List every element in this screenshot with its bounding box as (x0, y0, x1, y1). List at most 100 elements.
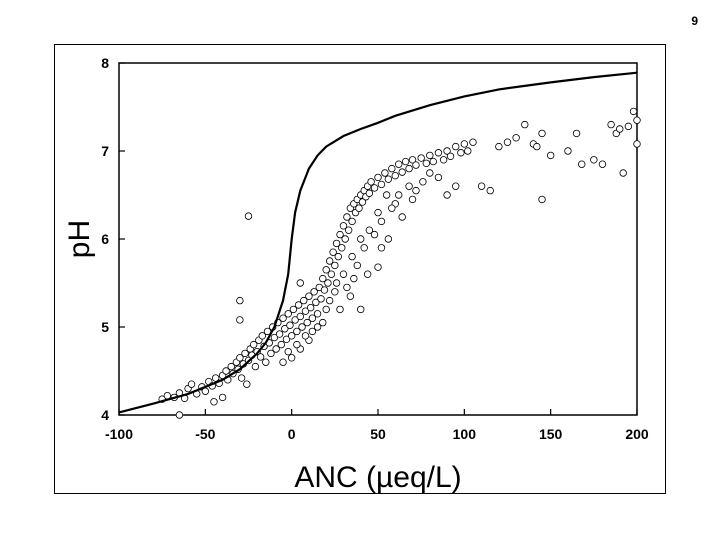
data-point (325, 296, 334, 305)
data-point (341, 235, 349, 243)
data-point (287, 332, 296, 340)
data-point (267, 349, 275, 358)
data-point (633, 116, 641, 124)
x-axis-title: ANC (µeq/L) (294, 461, 461, 493)
data-point (325, 257, 334, 265)
data-point (293, 340, 301, 349)
data-point (317, 295, 325, 303)
y-axis-title: pH (63, 220, 96, 258)
data-point (460, 140, 469, 148)
data-point (331, 261, 339, 270)
data-point (305, 292, 313, 300)
data-point (243, 380, 251, 388)
data-point (377, 180, 386, 189)
x-tick-label: 200 (625, 426, 649, 442)
data-point (398, 168, 406, 176)
data-point (374, 173, 382, 182)
data-point (279, 358, 287, 366)
data-point (236, 316, 244, 324)
data-point (377, 244, 386, 252)
data-point (296, 312, 304, 321)
data-point (353, 261, 361, 270)
data-point (572, 129, 581, 138)
data-point (422, 159, 431, 168)
data-point (619, 169, 627, 177)
data-point (319, 274, 327, 283)
data-point (282, 335, 291, 344)
data-point (412, 186, 420, 195)
data-point (348, 252, 356, 261)
data-point (322, 305, 330, 314)
data-point (512, 134, 520, 142)
data-point (624, 122, 633, 131)
data-point (384, 175, 393, 183)
data-point (334, 252, 342, 261)
data-point (258, 332, 267, 340)
data-point (281, 325, 289, 333)
x-tick-label: -100 (105, 426, 133, 442)
data-point (249, 340, 258, 349)
data-point (289, 305, 298, 314)
data-point (401, 157, 410, 166)
data-point (477, 182, 486, 190)
data-point (270, 333, 279, 342)
y-tick-label: 7 (101, 143, 109, 159)
data-point (237, 374, 246, 382)
data-point (350, 274, 358, 283)
data-point (434, 173, 443, 182)
data-point (598, 160, 607, 168)
data-point (286, 321, 294, 329)
data-point (384, 235, 393, 243)
data-point (377, 217, 386, 226)
x-tick-label: 100 (453, 426, 477, 442)
data-point (429, 157, 437, 166)
x-tick-label: 150 (539, 426, 563, 442)
data-point (355, 204, 363, 212)
data-point (616, 125, 624, 133)
data-point (287, 354, 296, 362)
data-point (320, 286, 329, 294)
data-point (503, 138, 512, 146)
data-point (367, 178, 375, 186)
data-point (405, 164, 413, 173)
data-point (452, 182, 460, 190)
data-point (272, 345, 280, 353)
data-point (452, 142, 460, 151)
data-point (322, 266, 330, 274)
page-number: 9 (691, 14, 698, 28)
data-point (607, 120, 615, 129)
data-point (363, 270, 372, 278)
x-tick-label: -50 (195, 426, 215, 442)
data-point (360, 244, 368, 252)
x-tick-label: 50 (370, 426, 386, 442)
figure-frame: -100 -50 0 50 100 150 200 4 5 6 7 8 ANC (µeq/L) pH (54, 44, 666, 494)
data-point (279, 314, 287, 322)
x-tick-label: 0 (288, 426, 296, 442)
data-point (391, 171, 399, 180)
data-point (327, 270, 336, 278)
data-point (633, 140, 641, 148)
data-point (332, 239, 341, 248)
data-point (338, 244, 346, 252)
data-point (218, 393, 227, 402)
data-point (343, 283, 351, 292)
data-point (343, 213, 351, 221)
data-point (358, 198, 367, 206)
data-point (275, 330, 284, 338)
data-point (382, 191, 391, 199)
data-point (227, 362, 235, 371)
data-point (313, 310, 322, 318)
data-point (300, 296, 308, 305)
data-point (365, 189, 374, 197)
data-point (284, 310, 292, 318)
plot-area (118, 62, 638, 416)
data-point (417, 154, 425, 162)
data-point (336, 230, 344, 239)
data-point (398, 213, 406, 221)
data-point (357, 235, 365, 243)
data-point (324, 279, 332, 287)
data-point (312, 298, 320, 307)
data-point (395, 160, 403, 168)
data-point (329, 248, 337, 256)
data-point (521, 120, 529, 129)
